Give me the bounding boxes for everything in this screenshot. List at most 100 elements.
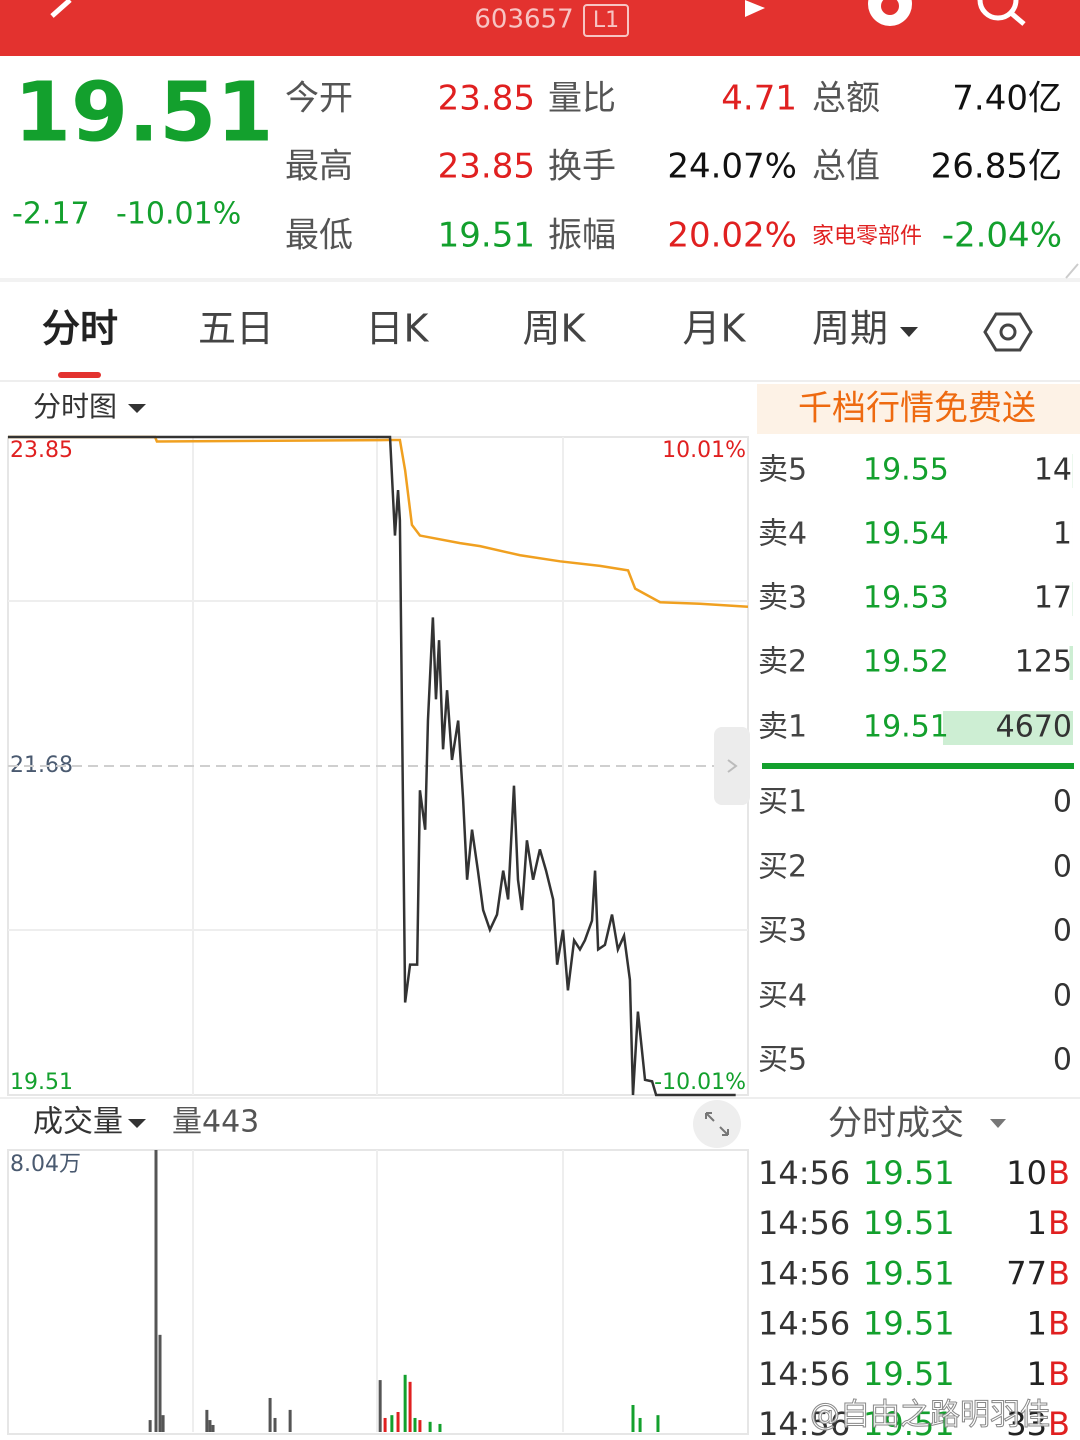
trade-time: 14:56 [758, 1154, 850, 1192]
trade-time: 14:56 [758, 1305, 850, 1343]
y-tick-label: 19.51 [10, 1070, 73, 1095]
ask-label: 卖1 [758, 710, 807, 745]
bid-volume: 0 [1053, 914, 1072, 949]
ask-volume: 4670 [996, 710, 1072, 745]
ask-volume: 14 [1034, 453, 1072, 488]
tab[interactable]: 月K [683, 307, 747, 351]
watermark: @自由之路明羽佳 [810, 1398, 1050, 1433]
volume-bar [390, 1415, 394, 1432]
scroll-corner [1065, 263, 1079, 279]
ask-label: 卖5 [758, 453, 807, 488]
field-value: 7.40亿 [952, 79, 1062, 119]
volume-bar [158, 1334, 162, 1432]
y-tick-label: 23.85 [10, 438, 73, 463]
bid-volume: 0 [1053, 850, 1072, 885]
period-caret [900, 327, 918, 337]
bid-label: 买2 [758, 850, 807, 885]
expand-icon [705, 1112, 729, 1136]
field-label: 总额 [812, 79, 880, 119]
ask-price: 19.55 [863, 453, 949, 488]
trade-time: 14:56 [758, 1355, 850, 1393]
trade-price: 19.51 [863, 1254, 955, 1292]
trade-price: 19.51 [863, 1154, 955, 1192]
trade-volume: 77 [1006, 1254, 1047, 1292]
ask-volume: 125 [1015, 645, 1072, 680]
field-label: 总值 [812, 147, 880, 187]
depth-bar [943, 711, 1073, 745]
trade-time: 14:56 [758, 1254, 850, 1292]
trade-side: B [1048, 1405, 1070, 1440]
tab[interactable]: 周K [523, 307, 587, 351]
stock-code: 603657 [474, 5, 573, 35]
volume-bar [273, 1417, 277, 1432]
field-value: 23.85 [438, 79, 535, 119]
volume-bar [631, 1404, 635, 1432]
play-icon[interactable] [745, 0, 765, 17]
trades-title[interactable]: 分时成交 [828, 1104, 964, 1144]
field-label: 家电零部件 [812, 224, 922, 249]
trade-side: B [1048, 1204, 1070, 1242]
volume-bar [428, 1421, 432, 1432]
divider [0, 1097, 1080, 1099]
last-price: 19.51 [14, 65, 273, 160]
field-label: 最低 [285, 216, 353, 256]
volume-chart: 8.04万 [10, 1150, 660, 1432]
promo-banner[interactable] [757, 384, 1080, 434]
field-label: 振幅 [548, 216, 616, 256]
divider [0, 278, 1080, 282]
trade-price: 19.51 [863, 1355, 955, 1393]
trade-volume: 1 [1027, 1305, 1047, 1343]
trade-time: 14:56 [758, 1204, 850, 1242]
search-icon-handle [1009, 11, 1026, 26]
trades-caret [990, 1119, 1006, 1128]
bid-label: 买1 [758, 785, 807, 820]
y2-tick-label: 10.01% [662, 438, 746, 463]
settings-icon[interactable] [983, 312, 1033, 352]
settings-icon-center [999, 323, 1017, 341]
bid-volume: 0 [1053, 1043, 1072, 1078]
trade-price: 19.51 [863, 1305, 955, 1343]
price-line [8, 435, 736, 1097]
volume-bar [288, 1409, 292, 1432]
trade-price: 19.51 [863, 1405, 955, 1440]
field-label: 今开 [285, 79, 353, 119]
trade-side: B [1048, 1305, 1070, 1343]
ask-volume: 1 [1053, 517, 1072, 552]
promo-text[interactable]: 千档行情免费送 [798, 389, 1036, 429]
trade-side: B [1048, 1254, 1070, 1292]
trade-time: 14:56 [758, 1405, 850, 1440]
volume-title-caret [128, 1119, 146, 1128]
tab[interactable]: 日K [366, 307, 430, 351]
volume-bar [396, 1412, 400, 1432]
field-label: 最高 [285, 147, 353, 187]
expand-button[interactable] [693, 1100, 741, 1148]
trade-volume: 1 [1027, 1204, 1047, 1242]
volume-bar [413, 1417, 417, 1432]
ask-price: 19.51 [863, 710, 949, 745]
volume-bar [638, 1417, 642, 1432]
ask-label: 卖3 [758, 581, 807, 616]
tab[interactable]: 分时 [42, 307, 118, 351]
bid-volume: 0 [1053, 979, 1072, 1014]
back-button[interactable] [50, 0, 72, 18]
side-toggle[interactable] [714, 727, 750, 805]
tab-indicator [58, 372, 101, 378]
volume-bar [148, 1420, 152, 1432]
volume-bar [205, 1409, 209, 1432]
side-toggle-arrow [727, 759, 738, 773]
volume-bar [656, 1415, 660, 1432]
volume-title: 成交量 [33, 1105, 123, 1140]
bid-label: 买4 [758, 979, 807, 1014]
field-label: 换手 [548, 147, 616, 187]
field-label: 量比 [548, 79, 616, 119]
tab[interactable]: 五日 [198, 307, 274, 351]
level-tag: L1 [593, 8, 619, 33]
trade-side: B [1048, 1355, 1070, 1393]
search-icon[interactable] [977, 0, 1019, 21]
tab[interactable]: 周期 [812, 307, 888, 351]
trade-volume: 10 [1006, 1154, 1047, 1192]
volume-bar [378, 1380, 382, 1432]
tab-bar: 分时 五日 日K 周K 月K 周期 [42, 307, 888, 351]
